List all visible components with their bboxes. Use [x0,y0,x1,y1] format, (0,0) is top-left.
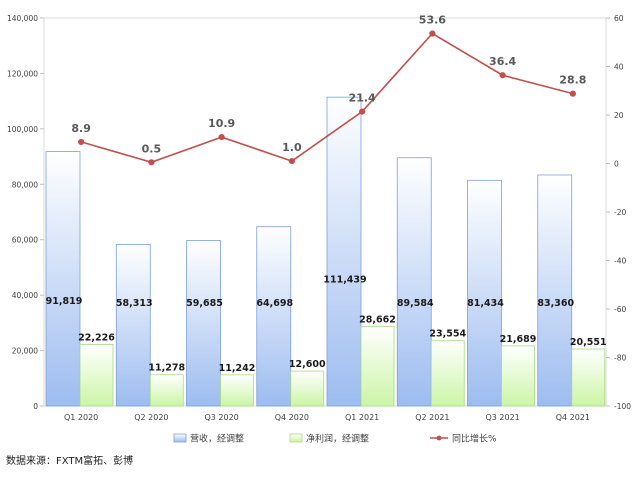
growth-data-label: 28.8 [559,74,586,87]
revenue-bar [326,96,362,407]
right-axis-tick-label: -20 [614,208,626,217]
net-profit-data-label: 21,689 [500,334,537,345]
left-axis-tick-label: 60,000 [12,236,38,245]
left-axis-tick-label: 40,000 [12,291,38,300]
right-axis-tick-label: -40 [614,257,626,266]
x-axis-tick-label: Q3 2020 [204,413,238,422]
left-axis-tick-label: 120,000 [7,69,38,78]
x-axis-tick-label: Q1 2021 [345,413,379,422]
left-axis-tick-label: 100,000 [7,125,38,134]
x-axis-tick-label: Q2 2021 [415,413,449,422]
legend-label: 营收，经调整 [190,433,244,445]
growth-data-label: 8.9 [71,122,91,135]
revenue-data-label: 111,439 [323,274,366,285]
revenue-data-label: 64,698 [256,298,293,309]
growth-marker [359,108,366,115]
revenue-data-label: 89,584 [397,298,434,309]
growth-marker [499,72,506,79]
net-profit-bar [430,340,465,407]
right-axis-tick-label: -80 [614,354,626,363]
growth-line [80,32,574,164]
x-axis-tick-label: Q4 2021 [556,413,590,422]
legend-swatch [173,433,187,443]
growth-data-label: 10.9 [208,117,235,130]
revenue-data-label: 81,434 [467,298,504,309]
legend-label: 净利润，经调整 [306,433,369,445]
revenue-data-label: 59,685 [186,298,223,309]
net-profit-bar [501,345,535,407]
net-profit-bar [79,344,114,407]
revenue-bar [537,174,573,407]
growth-data-label: 21.4 [349,92,376,105]
x-axis-tick-label: Q3 2021 [485,413,519,422]
revenue-bar [115,243,151,407]
net-profit-data-label: 12,600 [289,359,326,370]
growth-marker [148,159,155,166]
net-profit-bar [360,326,395,407]
net-profit-data-label: 11,278 [148,363,185,374]
legend-label: 同比增长% [452,433,497,445]
left-axis-tick-label: 140,000 [7,14,38,23]
revenue-bar [186,240,221,407]
net-profit-bar [220,374,254,407]
revenue-bar [467,179,502,407]
left-axis-tick-label: 80,000 [12,180,38,189]
growth-marker [429,30,436,37]
x-axis-tick-label: Q2 2020 [134,413,168,422]
revenue-data-label: 91,819 [46,296,83,307]
net-profit-bar [290,370,325,407]
left-axis-tick-label: 20,000 [12,347,38,356]
x-axis-tick-label: Q4 2020 [275,413,309,422]
left-axis-tick-label: 0 [33,402,38,411]
growth-marker [218,133,225,141]
growth-marker [78,138,85,146]
right-axis-tick-label: 60 [614,14,624,23]
growth-data-label: 0.5 [142,142,162,155]
growth-data-label: 36.4 [489,55,516,68]
right-axis-tick-label: 0 [614,160,619,169]
legend-line-marker [436,435,442,441]
revenue-data-label: 83,360 [537,298,574,309]
net-profit-data-label: 23,554 [429,329,466,340]
net-profit-data-label: 28,662 [359,315,396,326]
net-profit-data-label: 22,226 [78,332,115,343]
revenue-bar [45,151,81,407]
revenue-bar [256,226,292,407]
source-note: 数据来源：FXTM富拓、彭博 [6,456,134,467]
revenue-bar [396,157,432,407]
legend-swatch [289,433,303,443]
net-profit-data-label: 20,551 [570,337,607,348]
growth-marker [569,90,576,97]
growth-data-label: 53.6 [419,14,446,27]
growth-marker [288,157,295,165]
revenue-data-label: 58,313 [116,298,153,309]
right-axis-tick-label: -100 [614,402,631,411]
right-axis-tick-label: 20 [614,111,624,120]
right-axis-tick-label: -60 [614,305,626,314]
net-profit-bar [571,348,606,407]
net-profit-bar [149,374,184,407]
x-axis-tick-label: Q1 2020 [64,413,98,422]
growth-data-label: 1.0 [282,141,302,154]
net-profit-data-label: 11,242 [219,363,256,374]
right-axis-tick-label: 40 [614,63,624,72]
